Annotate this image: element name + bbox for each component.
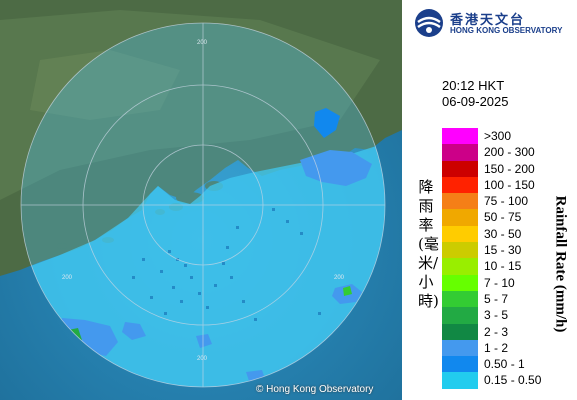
range-label-west: 200: [62, 275, 73, 281]
legend-swatch: [442, 242, 478, 259]
legend-swatch: [442, 144, 478, 161]
legend-range-label: 0.15 - 0.50: [484, 373, 542, 388]
legend-range-label: 1 - 2: [484, 340, 509, 355]
legend-swatch: [442, 290, 478, 308]
legend-range-label: 15 - 30: [484, 243, 522, 258]
legend-panel: 香港天文台 HONG KONG OBSERVATORY 20:12 HKT 06…: [402, 0, 577, 400]
legend-swatch: [442, 274, 478, 291]
legend-title-chinese: 降雨率(毫米/小時): [418, 178, 439, 310]
legend-range-label: >300: [484, 129, 512, 143]
legend-swatch: [442, 307, 478, 324]
copyright-notice: © Hong Kong Observatory: [256, 384, 374, 395]
legend-range-label: 30 - 50: [484, 226, 522, 241]
range-rings: [20, 22, 386, 388]
legend-swatch: [442, 209, 478, 226]
legend-swatch: [442, 193, 478, 210]
legend-swatch: [442, 356, 478, 373]
legend-swatch: [442, 323, 478, 340]
legend-range-label: 0.50 - 1: [484, 357, 525, 372]
legend-swatch: [442, 258, 478, 275]
legend-range-label: 3 - 5: [484, 308, 509, 323]
logo-english-name: HONG KONG OBSERVATORY: [450, 26, 563, 35]
land-hills: [30, 50, 180, 120]
hko-logo-icon: [415, 9, 443, 37]
legend-title-english: Rainfall Rate (mm/h): [552, 195, 569, 333]
legend-range-label: 10 - 15: [484, 259, 522, 274]
range-labels: 200 200 200 200: [62, 40, 345, 362]
radar-map[interactable]: 200 200 200 200 © Hong Kong Observatory: [0, 0, 402, 400]
legend-swatch: [442, 225, 478, 243]
legend-range-label: 100 - 150: [484, 177, 535, 192]
observation-time: 20:12 HKT: [442, 78, 505, 93]
legend-range-label: 150 - 200: [484, 161, 535, 176]
logo-chinese-name: 香港天文台: [450, 12, 526, 27]
hko-logo[interactable]: 香港天文台 HONG KONG OBSERVATORY: [414, 8, 574, 38]
legend-range-label: 50 - 75: [484, 210, 522, 225]
legend-swatch: [442, 372, 478, 389]
legend-range-label: 75 - 100: [484, 194, 529, 209]
range-label-east: 200: [334, 275, 345, 281]
observation-date: 06-09-2025: [442, 94, 509, 109]
legend-range-label: 2 - 3: [484, 324, 509, 339]
range-label-north: 200: [197, 40, 208, 46]
legend-swatch: [442, 339, 478, 357]
legend-swatch: [442, 176, 478, 194]
radar-map-svg: 200 200 200 200: [0, 0, 402, 400]
legend-swatch: [442, 128, 478, 145]
legend-swatch: [442, 160, 478, 177]
legend-range-label: 7 - 10: [484, 275, 515, 290]
legend-range-label: 200 - 300: [484, 145, 535, 160]
range-label-south: 200: [197, 356, 208, 362]
legend-range-label: 5 - 7: [484, 291, 509, 306]
